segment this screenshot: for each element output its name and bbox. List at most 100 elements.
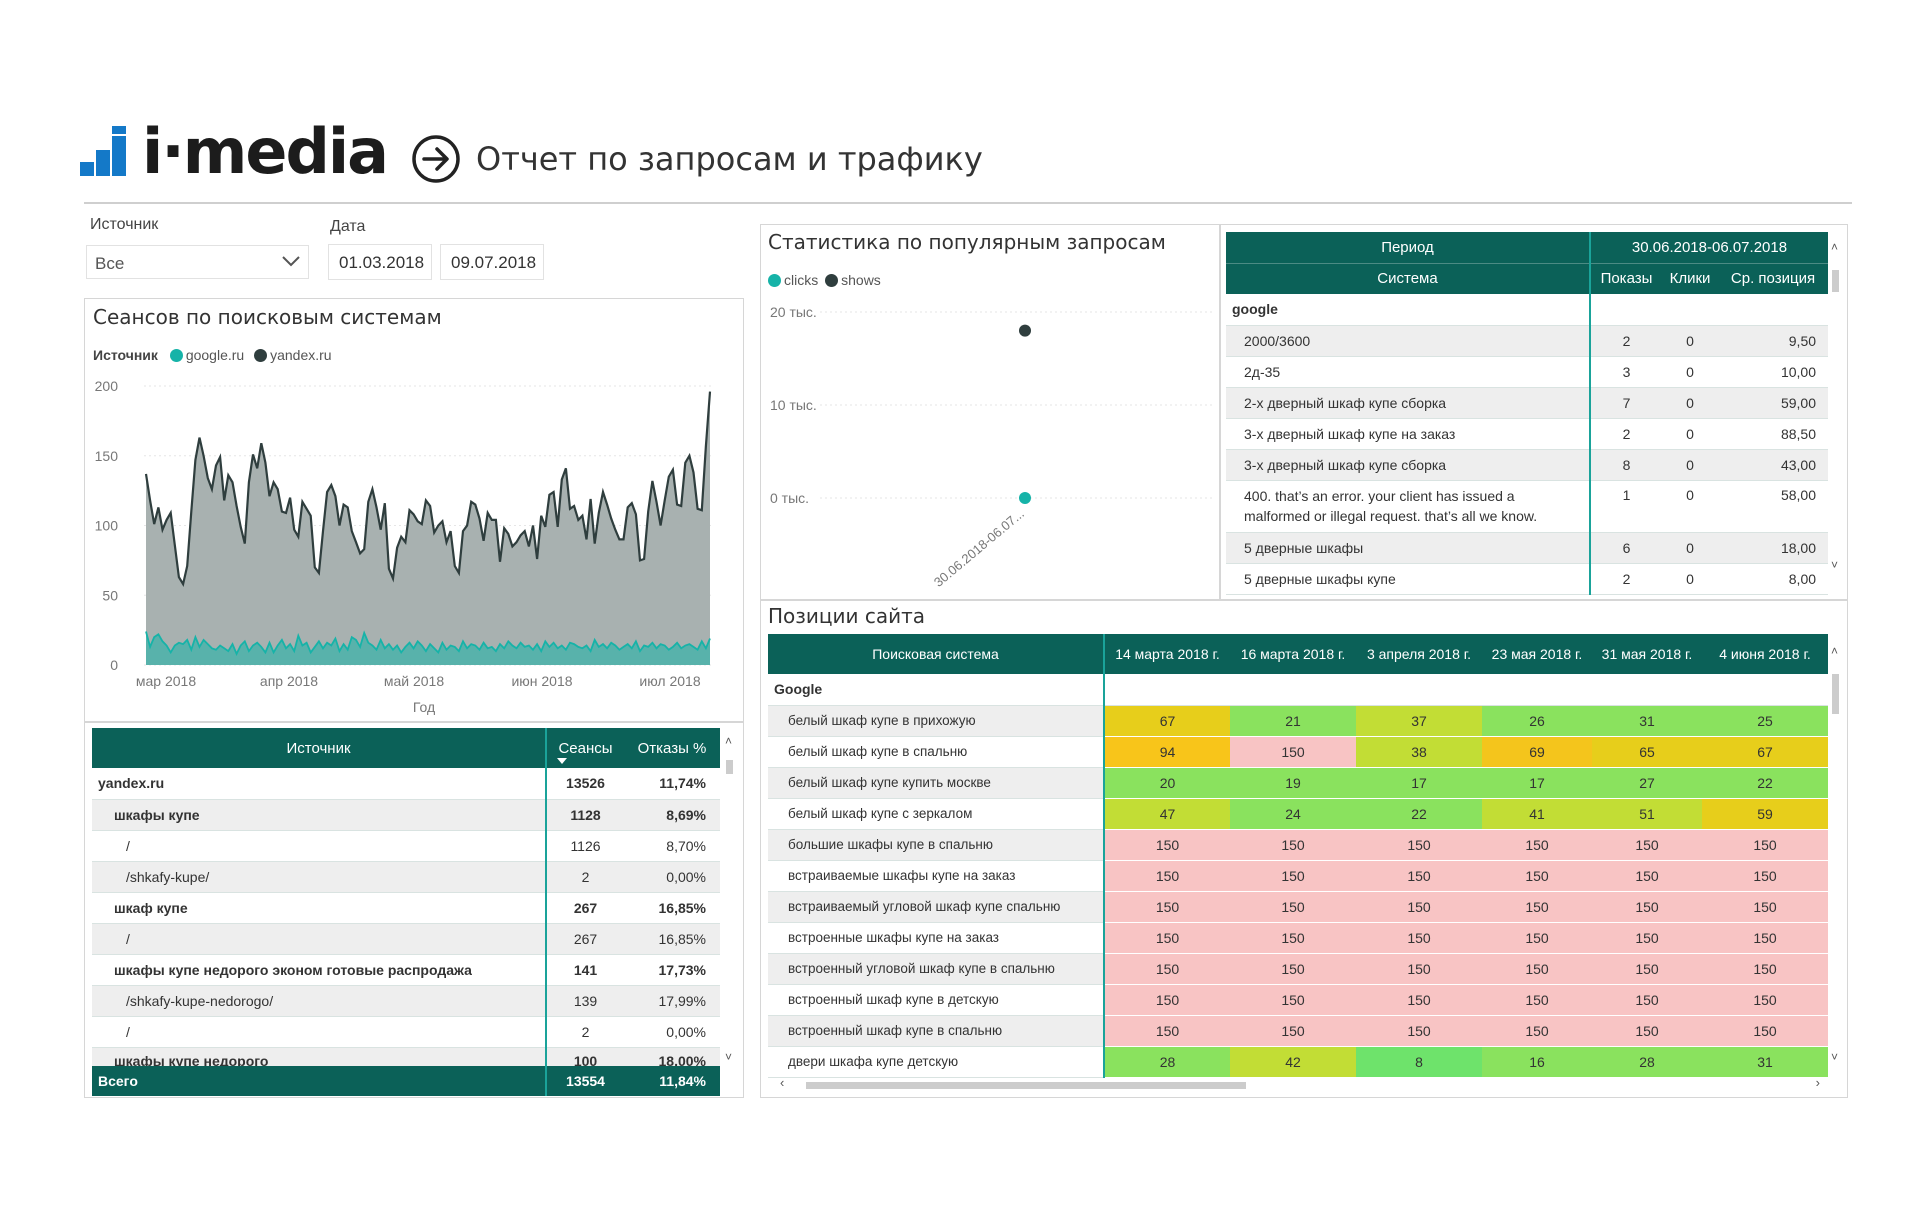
page-title: Отчет по запросам и трафику — [476, 140, 983, 178]
scroll-thumb[interactable] — [726, 760, 733, 774]
legend-google[interactable]: google.ru — [162, 347, 244, 363]
group-row[interactable]: google — [1226, 294, 1829, 326]
col-avg-pos[interactable]: Ср. позиция — [1718, 263, 1829, 294]
table-row[interactable]: /shkafy-kupe/2 0,00% — [92, 861, 720, 893]
col-sessions[interactable]: Сеансы — [546, 728, 624, 768]
sources-scrollbar[interactable]: ˄ ˅ — [724, 734, 734, 1064]
shows-cell: 2 — [1590, 325, 1662, 357]
point-clicks[interactable] — [1019, 492, 1031, 504]
bounce-cell: 8,70% — [624, 830, 720, 862]
table-row[interactable]: большие шкафы купе в спальню 150 150 150 150… — [768, 829, 1828, 861]
point-shows[interactable] — [1019, 324, 1031, 337]
stats-scatter-chart[interactable]: 20 тыс. 10 тыс. 0 тыс. 30.06.2018-06.07... — [760, 290, 1220, 596]
table-row[interactable]: 5 дверные шкафы 6 0 18,00 — [1226, 532, 1829, 564]
arrow-right-circle-icon[interactable] — [411, 134, 461, 184]
position-cell: 47 — [1104, 798, 1230, 830]
col-date[interactable]: 3 апреля 2018 г. — [1356, 634, 1482, 674]
table-row[interactable]: встраиваемые шкафы купе на заказ 150 150 15… — [768, 860, 1828, 892]
col-clicks[interactable]: Клики — [1662, 263, 1718, 294]
table-row[interactable]: yandex.ru 13526 11,74% — [92, 768, 720, 800]
positions-h-scrollbar[interactable]: ‹ › — [780, 1075, 1820, 1092]
table-row[interactable]: 3-х дверный шкаф купе на заказ 2 0 88,50 — [1226, 418, 1829, 450]
group-row[interactable]: Google — [768, 674, 1828, 706]
table-row[interactable]: /1126 8,70% — [92, 830, 720, 862]
table-row[interactable]: встраиваемый угловой шкаф купе спальню 15… — [768, 891, 1828, 923]
scroll-right-icon[interactable]: › — [1815, 1075, 1820, 1090]
line-google.ru[interactable] — [145, 630, 711, 656]
scroll-down-icon[interactable]: ˅ — [1831, 1050, 1839, 1064]
col-date[interactable]: 4 июня 2018 г. — [1702, 634, 1828, 674]
position-cell: 69 — [1482, 736, 1592, 768]
table-row[interactable]: встроенный угловой шкаф купе в спальню 15… — [768, 953, 1828, 985]
col-shows[interactable]: Показы — [1590, 263, 1662, 294]
sessions-cell: 267 — [546, 892, 624, 924]
scroll-thumb[interactable] — [1832, 270, 1839, 292]
col-bounce[interactable]: Отказы % — [624, 728, 720, 768]
position-cell: 150 — [1356, 860, 1482, 892]
col-date[interactable]: 16 марта 2018 г. — [1230, 634, 1356, 674]
table-row[interactable]: шкафы купе 1128 8,69% — [92, 799, 720, 831]
avg-pos-cell: 18,00 — [1718, 532, 1829, 564]
table-row[interactable]: 2д-35 3 0 10,00 — [1226, 356, 1829, 388]
area-yandex.ru[interactable] — [146, 391, 710, 665]
legend-yandex[interactable]: yandex.ru — [248, 347, 332, 363]
table-row[interactable]: 3-х дверный шкаф купе сборка 8 0 43,00 — [1226, 449, 1829, 481]
sessions-cell: 1126 — [546, 830, 624, 862]
position-cell: 150 — [1702, 891, 1828, 923]
col-date[interactable]: 14 марта 2018 г. — [1104, 634, 1230, 674]
table-row[interactable]: шкафы купе недорого эконом готовые распр… — [92, 954, 720, 986]
table-row[interactable]: встроенные шкафы купе на заказ 150 150 150 1… — [768, 922, 1828, 954]
h-scroll-thumb[interactable] — [806, 1082, 1246, 1089]
col-search-system[interactable]: Поисковая система — [768, 634, 1105, 674]
table-row[interactable]: шкаф купе 267 16,85% — [92, 892, 720, 924]
position-cell: 26 — [1482, 705, 1592, 737]
position-cell: 150 — [1230, 984, 1356, 1016]
table-row[interactable]: встроенный шкаф купе в спальню 150 150 150 1… — [768, 1015, 1828, 1047]
col-source[interactable]: Источник — [92, 728, 547, 768]
query-cell: белый шкаф купе в спальню — [768, 736, 1105, 768]
table-row[interactable]: 400. that’s an error. your client has is… — [1226, 480, 1829, 533]
shows-cell: 2 — [1590, 563, 1662, 595]
table-row[interactable]: двери шкафа купе детскую 28 42 8 16 28 31 — [768, 1046, 1828, 1078]
position-cell: 150 — [1356, 891, 1482, 923]
table-row[interactable]: 2000/3600 2 0 9,50 — [1226, 325, 1829, 357]
legend-yandex-dot — [254, 349, 268, 362]
table-row[interactable]: белый шкаф купе в прихожую 67 21 37 26 31 25 — [768, 705, 1828, 737]
legend-clicks[interactable]: clicks — [768, 272, 818, 288]
positions-scrollbar[interactable]: ˄ ˅ — [1830, 644, 1840, 1064]
table-row[interactable]: /267 16,85% — [92, 923, 720, 955]
line-yandex.ru[interactable] — [144, 391, 712, 588]
scroll-thumb[interactable] — [1832, 674, 1839, 714]
header-divider — [84, 202, 1852, 204]
scroll-up-icon[interactable]: ˄ — [725, 734, 733, 748]
avg-pos-cell: 88,50 — [1718, 418, 1829, 450]
table-row[interactable]: белый шкаф купе в спальню 94 150 38 69 65 67 — [768, 736, 1828, 768]
col-date[interactable]: 23 мая 2018 г. — [1482, 634, 1592, 674]
clicks-cell: 0 — [1662, 532, 1718, 564]
scroll-up-icon[interactable]: ˄ — [1831, 240, 1839, 254]
col-system[interactable]: Система — [1226, 263, 1591, 294]
position-cell: 150 — [1482, 1015, 1592, 1047]
col-date[interactable]: 31 мая 2018 г. — [1592, 634, 1702, 674]
table-row[interactable]: /2 0,00% — [92, 1016, 720, 1048]
date-from-input[interactable]: 01.03.2018 — [328, 244, 432, 280]
scroll-down-icon[interactable]: ˅ — [1831, 558, 1839, 572]
period-scrollbar[interactable]: ˄ ˅ — [1830, 240, 1840, 572]
table-row[interactable]: 2-х дверный шкаф купе сборка 7 0 59,00 — [1226, 387, 1829, 419]
source-select[interactable]: Все — [86, 245, 309, 279]
sessions-area-chart[interactable]: 0 50 100 150 200 мар 2018 апр 2018 май 2018 июн … — [84, 370, 744, 720]
scroll-left-icon[interactable]: ‹ — [780, 1075, 785, 1090]
empty-cell — [1104, 674, 1230, 706]
scroll-down-icon[interactable]: ˅ — [725, 1050, 733, 1064]
date-to-input[interactable]: 09.07.2018 — [440, 244, 544, 280]
y-tick-label: 50 — [102, 587, 118, 603]
table-row[interactable]: встроенный шкаф купе в детскую 150 150 150 1… — [768, 984, 1828, 1016]
table-row[interactable]: белый шкаф купе купить москве 20 19 17 17 27 2… — [768, 767, 1828, 799]
legend-shows[interactable]: shows — [822, 272, 881, 288]
table-row[interactable]: 5 дверные шкафы купе 2 0 8,00 — [1226, 563, 1829, 595]
table-row[interactable]: белый шкаф купе с зеркалом 47 24 22 41 51 59 — [768, 798, 1828, 830]
bounce-cell: 17,73% — [624, 954, 720, 986]
table-row[interactable]: /shkafy-kupe-nedorogo/139 17,99% — [92, 985, 720, 1017]
legend-shows-dot — [825, 274, 839, 287]
scroll-up-icon[interactable]: ˄ — [1831, 644, 1839, 658]
